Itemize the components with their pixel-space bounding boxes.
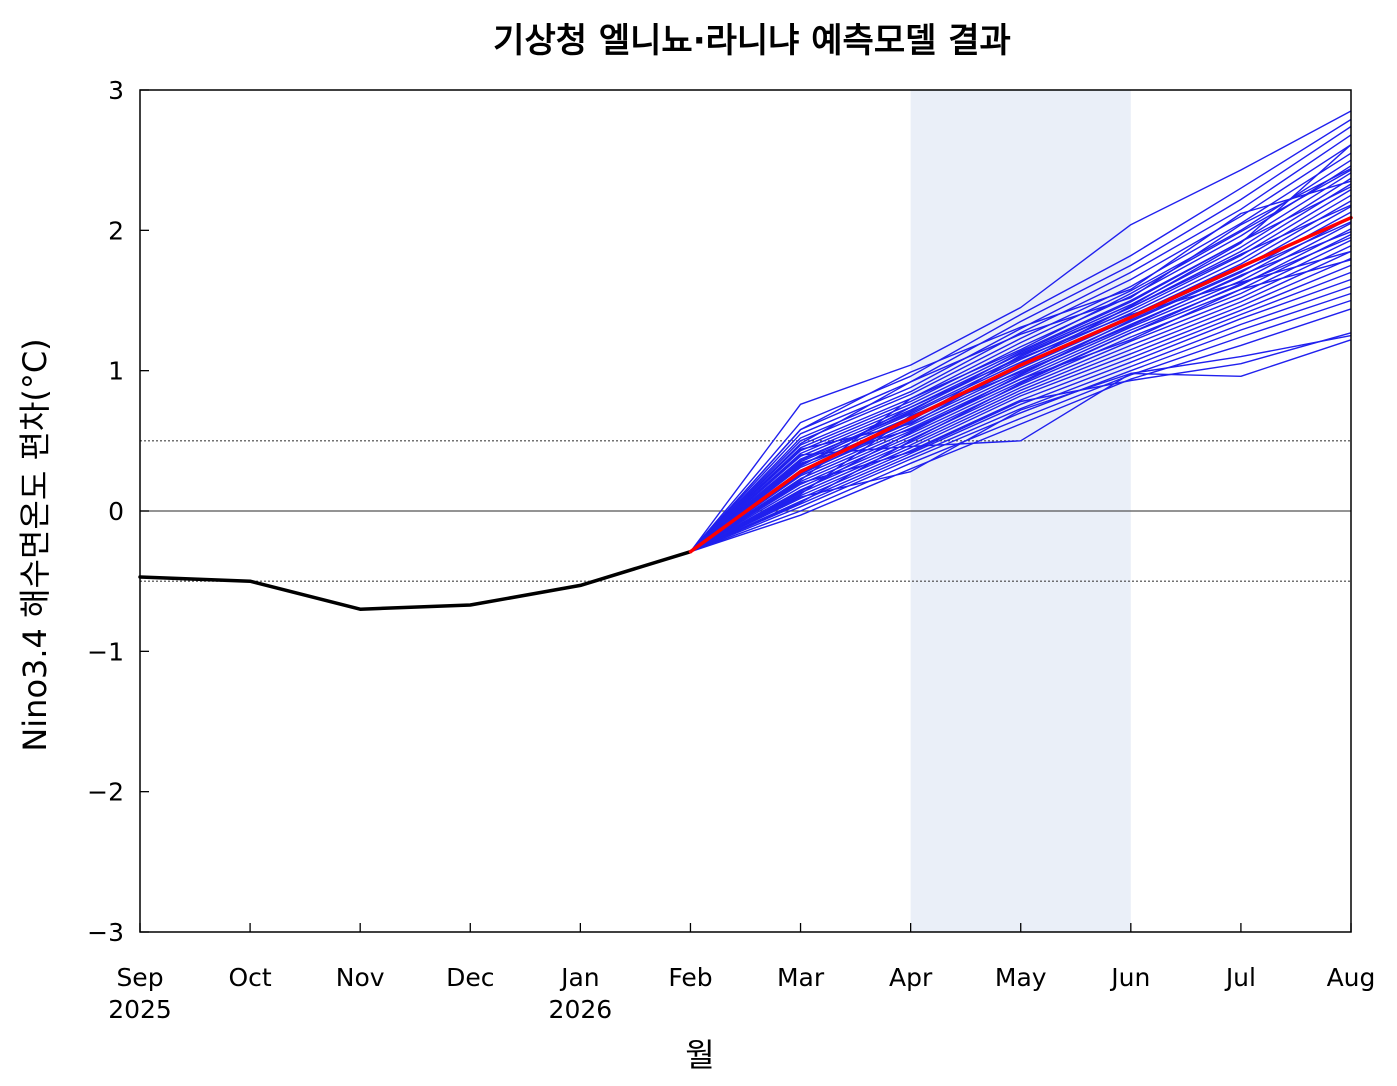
ensemble-member-line-43 [690, 231, 1352, 553]
ensemble-member-line-26 [690, 278, 1352, 553]
ensemble-mean-layer [688, 215, 1353, 554]
ensemble-member-line-36 [690, 186, 1352, 553]
ensemble-member-line-23 [690, 257, 1352, 553]
ensemble-member-line-32 [690, 339, 1352, 553]
ensemble-member-line-21 [690, 245, 1352, 553]
x-tick-label: Jun [1109, 963, 1150, 992]
ensemble-member-line-22 [690, 250, 1352, 553]
ensemble-member-line-38 [690, 221, 1352, 553]
ensemble-member-line-9 [690, 177, 1352, 553]
ensemble-member-line-28 [690, 292, 1352, 553]
y-axis-label: Nino3.4 해수면온도 편차(°C) [16, 338, 54, 751]
observed-line [138, 549, 693, 611]
x-tick-label: Aug [1327, 963, 1376, 992]
x-tick-label: Sep [116, 963, 163, 992]
x-tick-year-label: 2026 [549, 995, 613, 1024]
ensemble-member-line-17 [690, 222, 1352, 553]
y-tick-label: −3 [87, 918, 124, 947]
ensemble-member-line-1 [689, 118, 1352, 553]
x-tick-label: May [995, 963, 1047, 992]
x-tick-label: Feb [668, 963, 712, 992]
ensemble-member-line-10 [690, 183, 1352, 553]
x-tick-label: Apr [889, 963, 933, 992]
ensemble-member-line-39 [690, 236, 1352, 553]
x-tick-label: Nov [336, 963, 385, 992]
x-tick-year-label: 2025 [108, 995, 172, 1024]
x-tick-label: Jan [559, 963, 600, 992]
ensemble-member-line-7 [690, 165, 1352, 553]
ensemble-member-line-11 [690, 188, 1352, 553]
ensemble-member-line-37 [690, 204, 1352, 553]
x-tick-label: Mar [777, 963, 825, 992]
ensemble-member-line-31 [690, 334, 1352, 553]
ensemble-member-line-0 [689, 110, 1352, 553]
observed-layer [138, 549, 693, 611]
ensemble-member-line-34 [689, 180, 1352, 553]
x-tick-label: Jul [1224, 963, 1256, 992]
ensemble-member-line-24 [690, 264, 1352, 553]
x-tick-label: Dec [446, 963, 494, 992]
y-tick-label: 3 [108, 76, 124, 105]
y-tick-label: 2 [108, 216, 124, 245]
ensemble-member-line-6 [690, 159, 1352, 553]
ensemble-member-line-44 [690, 259, 1352, 553]
chart-title: 기상청 엘니뇨·라니냐 예측모델 결과 [493, 21, 1011, 61]
ensemble-member-line-27 [690, 285, 1352, 553]
ensemble-mean-line [688, 215, 1353, 554]
ensemble-member-line-29 [690, 299, 1352, 553]
ensemble-member-lines [689, 110, 1352, 553]
ensemble-member-line-5 [690, 152, 1352, 553]
ensemble-member-line-12 [690, 194, 1352, 553]
ensemble-member-line-42 [690, 169, 1352, 553]
ensemble-member-line-40 [690, 250, 1352, 553]
y-axis-ticks: 3 2 1 0 −1 −2 −3 [87, 76, 149, 947]
x-axis-ticks: Sep 2025 Oct Nov Dec Jan 2026 Feb Mar Apr May Jun Ju… [108, 923, 1375, 1024]
ensemble-member-line-4 [689, 144, 1352, 553]
ensemble-member-line-30 [690, 308, 1352, 553]
ensemble-member-line-33 [690, 332, 1352, 553]
ensemble-member-line-35 [690, 167, 1352, 553]
y-tick-label: −2 [87, 778, 124, 807]
y-tick-label: 1 [108, 357, 124, 386]
ensemble-member-line-20 [690, 239, 1352, 553]
y-tick-label: −1 [87, 637, 124, 666]
x-tick-label: Oct [228, 963, 271, 992]
ensemble-member-line-25 [690, 271, 1352, 553]
ensemble-member-line-3 [689, 134, 1352, 553]
y-tick-label: 0 [108, 497, 124, 526]
x-axis-label: 월 [685, 1036, 714, 1074]
